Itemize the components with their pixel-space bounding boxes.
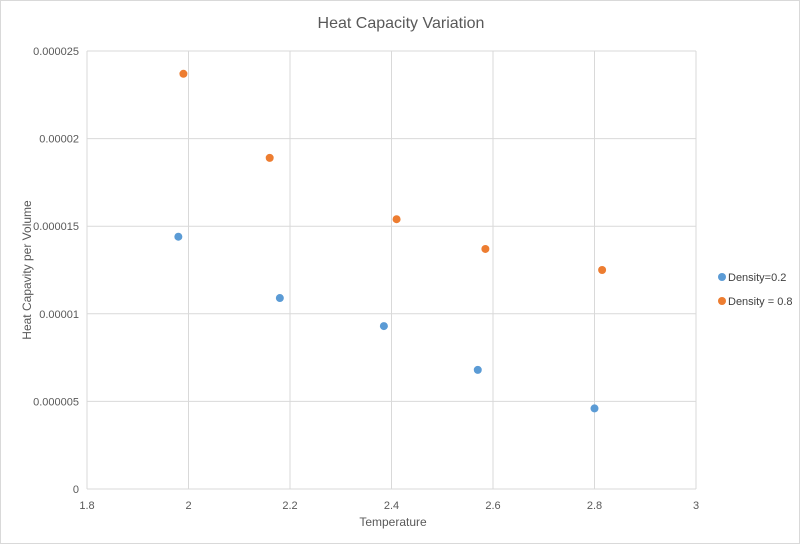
data-point [392,215,401,224]
legend-label: Density = 0.8 [728,296,793,308]
legend-marker [718,273,726,281]
data-point [590,404,599,413]
data-point [379,322,388,331]
x-tick-label: 2 [185,500,191,512]
legend-marker [718,297,726,305]
x-tick-label: 2.2 [282,500,297,512]
data-point [473,365,482,374]
y-tick-label: 0.000005 [33,396,79,408]
data-point [481,244,490,253]
data-point [598,266,607,274]
x-axis-label: Temperature [359,515,427,529]
y-tick-label: 0.000015 [33,221,79,233]
x-tick-label: 2.6 [485,500,500,512]
y-tick-label: 0.00001 [39,309,79,321]
legend-label: Density=0.2 [728,272,786,284]
y-tick-label: 0.00002 [39,134,79,146]
x-tick-label: 2.8 [587,500,602,512]
data-point [265,153,274,162]
data-point [275,294,284,303]
y-tick-label: 0.000025 [33,46,79,58]
chart-title: Heat Capacity Variation [318,15,485,32]
data-point [179,69,188,78]
x-tick-label: 3 [693,500,699,512]
y-axis-label: Heat Capavity per Volume [20,200,34,340]
y-tick-label: 0 [73,484,79,496]
x-tick-label: 2.4 [384,500,399,512]
x-tick-label: 1.8 [79,500,94,512]
data-point [174,232,183,241]
